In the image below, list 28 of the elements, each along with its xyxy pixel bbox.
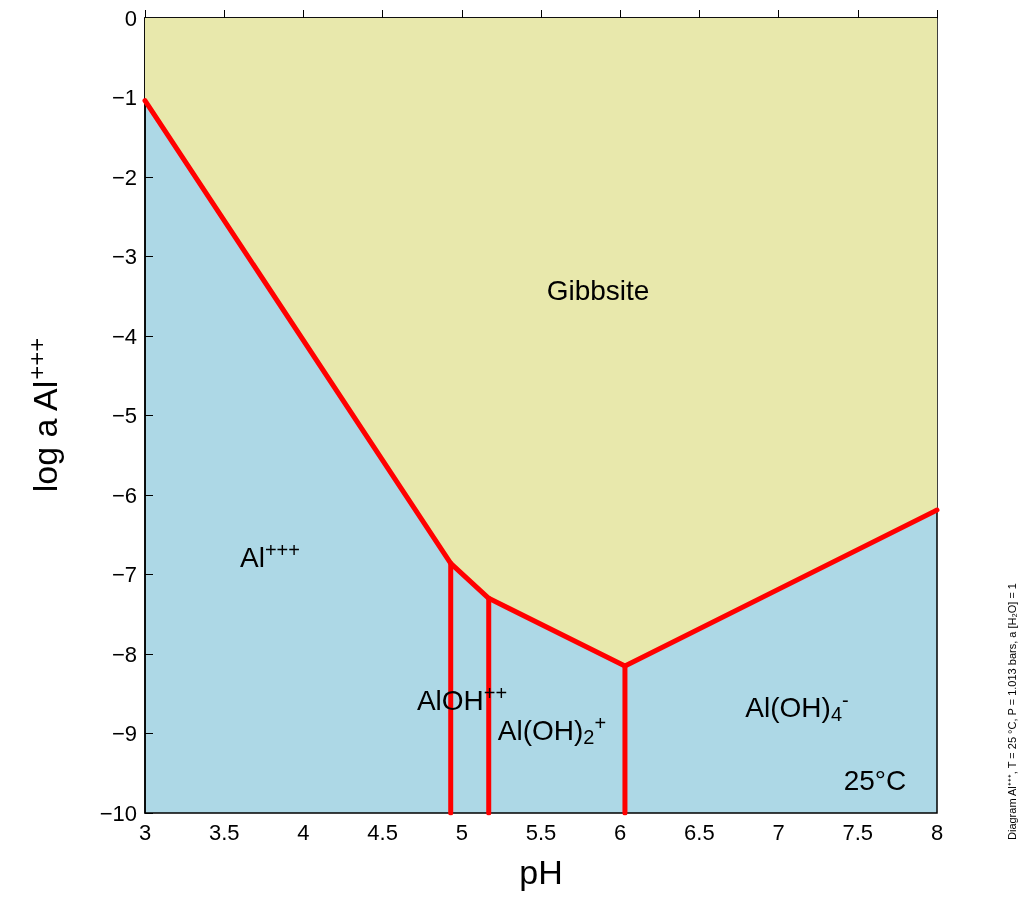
y-tick-label: −6 — [111, 482, 137, 508]
y-tick-label: −4 — [111, 323, 137, 349]
x-tick-label: 4 — [297, 819, 310, 845]
y-tick-label: −3 — [111, 244, 137, 269]
y-tick-label: −9 — [111, 721, 137, 746]
x-tick-label: 7 — [772, 819, 785, 845]
annotation: 25°C — [843, 764, 907, 796]
y-axis-title: log a Al+++ — [22, 337, 64, 493]
y-tick-label: −5 — [111, 403, 137, 428]
x-tick-label: 7.5 — [842, 819, 874, 845]
x-tick-label: 6 — [614, 819, 627, 845]
y-tick-label: −8 — [111, 641, 137, 667]
y-tick-label: −2 — [111, 164, 137, 190]
x-tick-label: 3 — [138, 819, 152, 845]
y-tick-label: −1 — [111, 85, 137, 110]
x-tick-label: 4.5 — [367, 819, 398, 845]
x-tick-label: 3.5 — [208, 819, 240, 845]
annotation: Gibbsite — [546, 274, 650, 306]
y-tick-label: 0 — [124, 5, 137, 31]
y-tick-label: −7 — [111, 562, 137, 587]
annotation: Al+++ — [240, 539, 300, 573]
x-axis-title: pH — [519, 853, 563, 891]
text: Diagram Al⁺⁺⁺, T = 25 °C, P = 1.013 bars, a [H₂O] = 1 — [1006, 583, 1018, 840]
x-tick-label: 8 — [930, 819, 944, 845]
y-tick-label: −10 — [99, 800, 137, 826]
x-tick-label: 5 — [455, 819, 468, 845]
x-tick-label: 6.5 — [684, 819, 715, 845]
x-tick-label: 5.5 — [525, 819, 557, 845]
